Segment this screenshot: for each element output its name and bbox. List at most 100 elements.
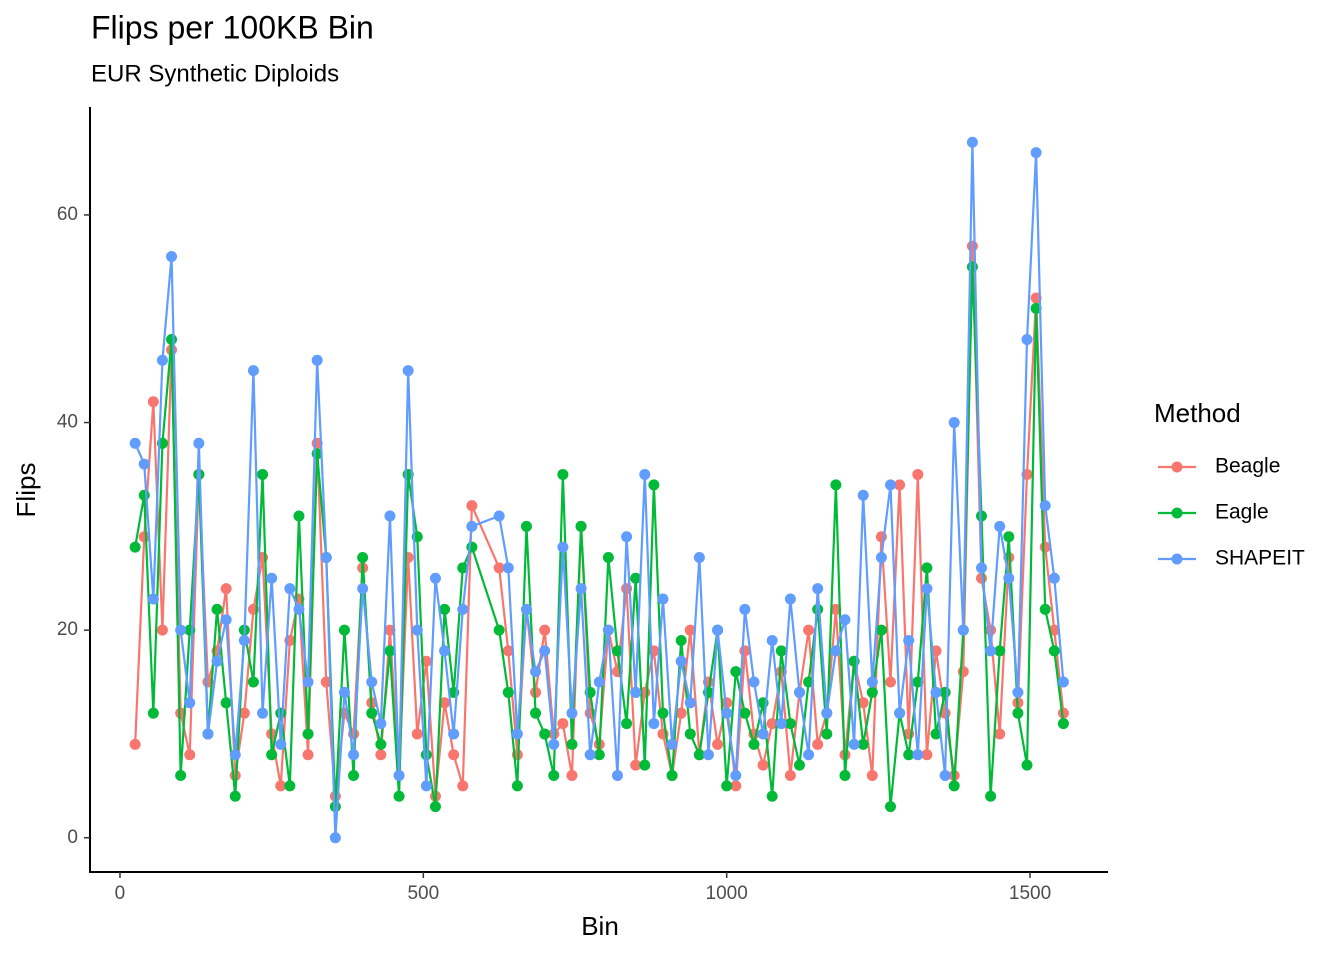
data-point — [193, 437, 205, 449]
data-point — [557, 718, 569, 730]
data-point — [156, 354, 168, 366]
data-point — [384, 624, 396, 636]
y-tick-label: 20 — [57, 619, 78, 640]
data-point — [784, 593, 796, 605]
data-point — [803, 749, 815, 761]
data-point — [247, 365, 259, 377]
y-axis-title: Flips — [11, 463, 41, 518]
data-point — [557, 541, 569, 553]
legend-title: Method — [1154, 398, 1241, 428]
data-point — [211, 603, 223, 615]
data-point — [730, 666, 742, 678]
data-point — [257, 468, 269, 480]
data-point — [147, 593, 159, 605]
data-point — [156, 624, 168, 636]
data-point — [639, 468, 651, 480]
data-point — [721, 780, 733, 792]
data-point — [830, 479, 842, 491]
data-point — [502, 562, 514, 574]
data-point — [338, 686, 350, 698]
data-point — [666, 738, 678, 750]
data-point — [985, 645, 997, 657]
data-point — [493, 624, 505, 636]
data-point — [912, 468, 924, 480]
data-point — [793, 686, 805, 698]
data-point — [784, 718, 796, 730]
y-tick-label: 40 — [57, 412, 78, 433]
data-point — [684, 697, 696, 709]
data-point — [648, 718, 660, 730]
data-point — [757, 759, 769, 771]
data-point — [839, 614, 851, 626]
data-point — [784, 769, 796, 781]
data-point — [147, 707, 159, 719]
data-point — [138, 489, 150, 501]
data-point — [375, 749, 387, 761]
data-point — [293, 510, 305, 522]
data-point — [675, 635, 687, 647]
data-point — [229, 749, 241, 761]
data-point — [730, 769, 742, 781]
data-point — [129, 437, 141, 449]
data-point — [566, 707, 578, 719]
data-point — [948, 417, 960, 429]
data-point — [493, 562, 505, 574]
data-point — [502, 645, 514, 657]
data-point — [393, 790, 405, 802]
data-point — [1057, 676, 1069, 688]
data-point — [266, 572, 278, 584]
data-point — [375, 718, 387, 730]
data-point — [320, 551, 332, 563]
data-point — [384, 510, 396, 522]
data-point — [548, 738, 560, 750]
data-point — [1003, 531, 1015, 543]
data-point — [1021, 759, 1033, 771]
data-point — [175, 769, 187, 781]
data-point — [211, 655, 223, 667]
data-point — [275, 707, 287, 719]
data-point — [530, 707, 542, 719]
data-point — [775, 718, 787, 730]
data-point — [439, 603, 451, 615]
data-point — [411, 728, 423, 740]
data-point — [238, 635, 250, 647]
data-point — [466, 500, 478, 512]
data-point — [994, 728, 1006, 740]
data-point — [976, 562, 988, 574]
data-point — [839, 769, 851, 781]
data-point — [884, 801, 896, 813]
data-point — [793, 759, 805, 771]
data-point — [739, 603, 751, 615]
data-point — [994, 520, 1006, 532]
data-point — [238, 707, 250, 719]
data-point — [948, 780, 960, 792]
data-point — [357, 551, 369, 563]
data-point — [748, 676, 760, 688]
data-point — [812, 583, 824, 595]
data-point — [593, 676, 605, 688]
data-point — [448, 749, 460, 761]
data-point — [511, 728, 523, 740]
data-point — [866, 676, 878, 688]
data-point — [129, 541, 141, 553]
data-point — [757, 728, 769, 740]
data-point — [593, 749, 605, 761]
data-point — [875, 551, 887, 563]
data-point — [903, 635, 915, 647]
data-point — [684, 624, 696, 636]
data-point — [366, 676, 378, 688]
chart-subtitle: EUR Synthetic Diploids — [91, 60, 339, 87]
data-point — [821, 728, 833, 740]
data-point — [575, 520, 587, 532]
data-point — [921, 562, 933, 574]
data-point — [284, 583, 296, 595]
data-point — [338, 624, 350, 636]
data-point — [912, 749, 924, 761]
data-point — [575, 583, 587, 595]
data-point — [420, 780, 432, 792]
data-point — [439, 697, 451, 709]
data-point — [693, 749, 705, 761]
data-point — [466, 520, 478, 532]
data-point — [830, 645, 842, 657]
